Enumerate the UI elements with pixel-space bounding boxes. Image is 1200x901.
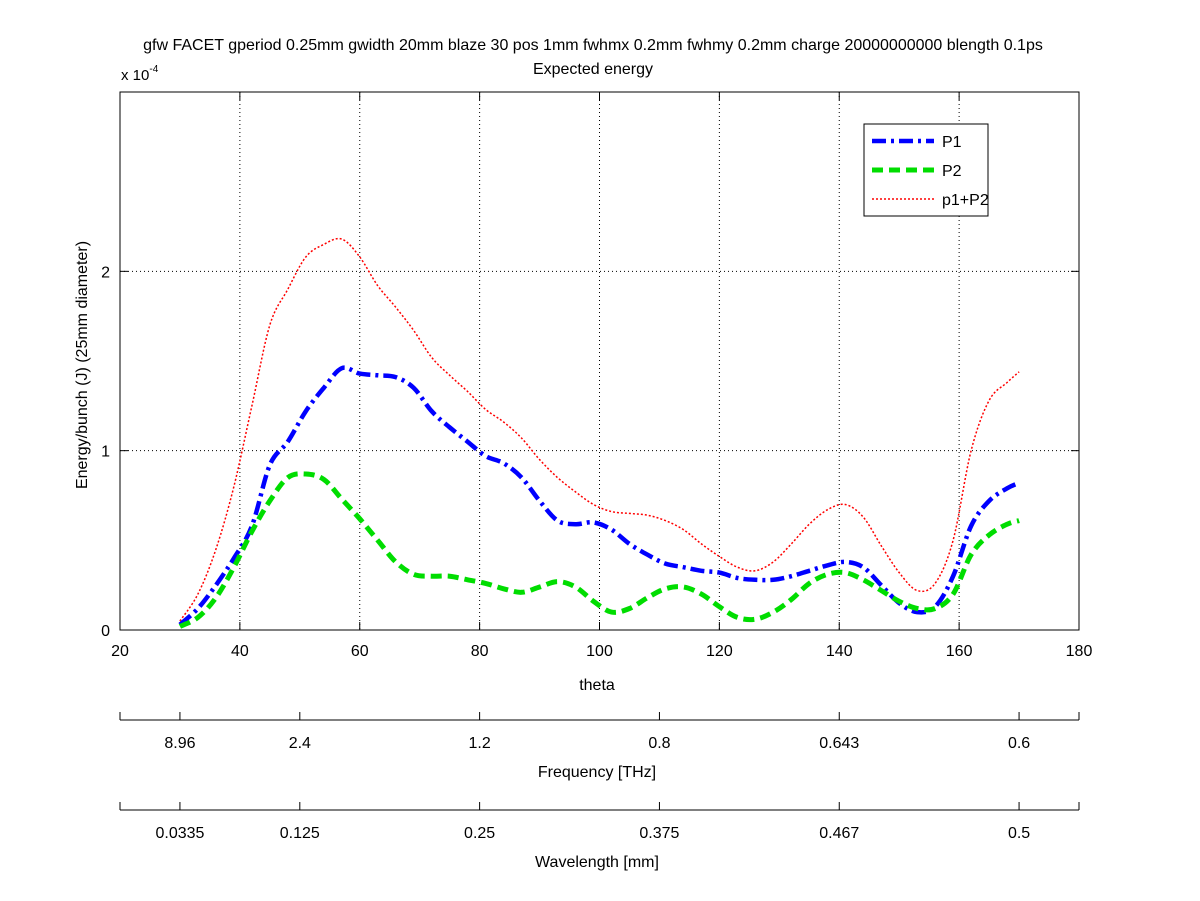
series-line-p1-p2: [179, 237, 1020, 622]
x-axis-label: theta: [579, 677, 615, 694]
series-line-p2: [178, 471, 1020, 629]
x-axis-ticks: 20 40 60 80 100 120 140 160 180: [111, 92, 1092, 660]
x-tick-label: 100: [586, 643, 613, 660]
frequency-tick-label: 0.643: [819, 735, 859, 752]
legend-label: P2: [942, 163, 962, 180]
wavelength-axis: 0.0335 0.125 0.25 0.375 0.467 0.5 Wavelength …: [119, 802, 1080, 871]
frequency-tick-label: 8.96: [164, 735, 195, 752]
y-exponent-power: -4: [149, 64, 158, 75]
series-line-p1: [178, 365, 1021, 627]
legend: P1 P2 p1+P2: [863, 123, 989, 217]
frequency-axis: 8.96 2.4 1.2 0.8 0.643 0.6 Frequency [THz]: [119, 712, 1080, 781]
wavelength-tick-label: 0.0335: [155, 825, 204, 842]
frequency-tick-label: 0.6: [1008, 735, 1030, 752]
legend-entries: P1 P2 p1+P2: [872, 134, 989, 209]
y-exponent-base: x 10: [121, 67, 149, 84]
chart-subtitle: Expected energy: [533, 61, 653, 78]
y-axis-ticks: 0 1 2: [101, 264, 1079, 640]
y-exponent-label: x 10-4: [121, 64, 159, 84]
grid: [120, 92, 1079, 630]
wavelength-axis-label: Wavelength [mm]: [535, 854, 659, 871]
legend-label: P1: [942, 134, 962, 151]
x-tick-label: 20: [111, 643, 129, 660]
x-tick-label: 80: [471, 643, 489, 660]
frequency-tick-label: 1.2: [469, 735, 491, 752]
series-lines: [178, 237, 1021, 629]
y-tick-label: 2: [101, 264, 110, 281]
frequency-tick-label: 0.8: [648, 735, 670, 752]
legend-label: p1+P2: [942, 192, 989, 209]
wavelength-tick-label: 0.375: [639, 825, 679, 842]
frequency-tick-label: 2.4: [289, 735, 311, 752]
y-axis-label: Energy/bunch (J) (25mm diameter): [74, 241, 91, 489]
x-tick-label: 120: [706, 643, 733, 660]
chart-title: gfw FACET gperiod 0.25mm gwidth 20mm bla…: [143, 37, 1043, 54]
wavelength-tick-label: 0.125: [280, 825, 320, 842]
frequency-axis-ticks: 8.96 2.4 1.2 0.8 0.643 0.6: [119, 712, 1080, 752]
y-tick-label: 0: [101, 623, 110, 640]
y-tick-label: 1: [101, 444, 110, 461]
x-tick-label: 180: [1066, 643, 1093, 660]
x-tick-label: 40: [231, 643, 249, 660]
x-tick-label: 140: [826, 643, 853, 660]
wavelength-tick-label: 0.467: [819, 825, 859, 842]
x-tick-label: 160: [946, 643, 973, 660]
wavelength-axis-ticks: 0.0335 0.125 0.25 0.375 0.467 0.5: [119, 802, 1080, 842]
frequency-axis-label: Frequency [THz]: [538, 764, 656, 781]
x-tick-label: 60: [351, 643, 369, 660]
wavelength-tick-label: 0.5: [1008, 825, 1030, 842]
wavelength-tick-label: 0.25: [464, 825, 495, 842]
